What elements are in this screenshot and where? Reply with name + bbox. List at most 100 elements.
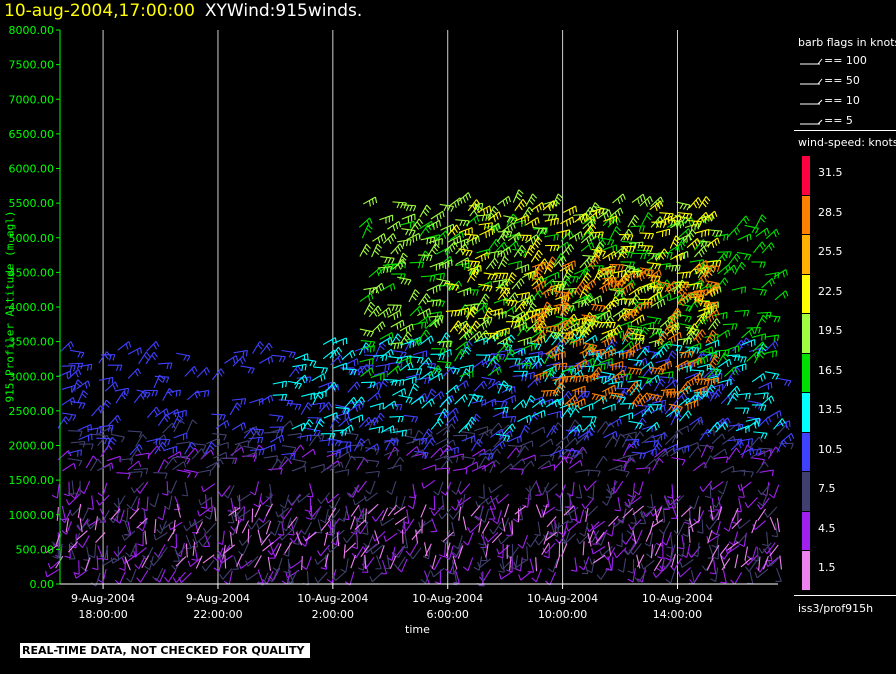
wind-barb <box>727 438 742 442</box>
barb-flag <box>281 394 284 401</box>
wind-barb <box>551 333 561 346</box>
wind-barb <box>603 430 617 439</box>
barb-flag <box>568 209 571 216</box>
wind-barb <box>584 522 589 537</box>
barb-flag <box>579 532 586 537</box>
barb-flag <box>646 245 650 252</box>
wind-barb <box>715 421 726 433</box>
wind-barb <box>527 493 530 508</box>
barb-flag <box>491 400 494 407</box>
barb-flag <box>387 364 390 371</box>
wind-barb <box>620 340 632 352</box>
wind-barb <box>426 299 441 303</box>
wind-barb <box>133 482 145 494</box>
barb-flag <box>78 402 83 409</box>
wind-barb <box>531 289 541 302</box>
wind-barb <box>545 271 559 279</box>
barb-flag <box>501 279 504 287</box>
wind-barb <box>368 267 380 278</box>
barb-flag <box>444 362 449 369</box>
barb-flag <box>137 543 144 547</box>
wind-barb <box>497 342 508 354</box>
wind-barb <box>588 295 601 303</box>
barb-flag <box>454 415 459 422</box>
barb-flag <box>112 354 116 361</box>
wind-barb <box>433 567 445 578</box>
barb-flag <box>649 196 654 203</box>
wind-barb <box>74 485 81 499</box>
barb-flag <box>453 387 457 394</box>
barb-flag <box>478 496 485 499</box>
wind-barb <box>191 443 206 446</box>
barb-flag <box>484 354 488 361</box>
wind-barb <box>730 439 742 451</box>
barb-flag <box>426 431 431 437</box>
barb-flag <box>477 561 481 568</box>
barb-flag <box>307 402 313 408</box>
barb-flag <box>527 215 530 222</box>
barb-flag <box>117 414 122 421</box>
barb-flag <box>451 244 456 250</box>
barb-flag <box>285 571 288 578</box>
barb-flag <box>400 390 404 397</box>
wind-barb <box>592 520 605 531</box>
barb-flag <box>471 416 477 422</box>
barb-flag <box>481 299 487 305</box>
barb-flag <box>439 348 443 355</box>
wind-barb <box>741 338 755 346</box>
barb-flag <box>341 430 345 437</box>
barb-flag <box>408 325 411 332</box>
wind-barb <box>82 507 90 522</box>
barb-flag <box>186 355 191 362</box>
barb-flag <box>520 201 525 208</box>
barb-flag <box>546 267 552 273</box>
barb-flag <box>295 368 300 374</box>
barb-flag <box>676 216 679 223</box>
barb-flag <box>658 529 664 535</box>
wind-barb <box>663 443 677 452</box>
barb-flag <box>108 378 111 385</box>
barb-flag <box>234 458 238 465</box>
barb-flag <box>414 224 420 230</box>
barb-flag <box>456 224 461 231</box>
wind-barb <box>689 391 701 402</box>
barb-flag <box>459 248 464 255</box>
barb-flag <box>659 300 663 307</box>
barb-flag <box>534 379 539 386</box>
barb-flag <box>453 201 457 208</box>
barb-flag <box>375 308 380 315</box>
barb-flag <box>521 558 528 561</box>
barb-flag <box>368 200 371 207</box>
wind-barb <box>539 438 552 448</box>
barb-flag <box>510 387 513 395</box>
wind-barb <box>322 337 336 345</box>
barb-flag <box>401 430 404 437</box>
wind-barb <box>445 481 452 496</box>
barb-flag <box>763 548 768 555</box>
barb-flag <box>101 559 105 566</box>
barb-flag <box>771 278 775 285</box>
wind-barb <box>521 460 532 472</box>
wind-barb <box>500 533 512 545</box>
wind-barb <box>335 404 349 409</box>
wind-barb <box>360 367 372 377</box>
barb-flag <box>752 558 759 562</box>
barb-flag <box>738 543 745 548</box>
barb-flag <box>641 338 645 345</box>
barb-flag <box>438 284 441 291</box>
barb-flag <box>121 436 125 443</box>
barb-flag <box>518 204 523 211</box>
wind-barb <box>586 480 597 492</box>
barb-flag <box>587 495 594 500</box>
wind-barb <box>596 421 607 433</box>
barb-flag <box>769 448 773 455</box>
wind-barb <box>333 529 345 540</box>
barb-flag <box>449 225 452 232</box>
wind-barb <box>379 332 393 340</box>
wind-barb <box>180 572 192 583</box>
wind-barb <box>565 533 577 544</box>
wind-barb <box>394 496 398 511</box>
wind-barb <box>77 424 92 431</box>
wind-barb <box>319 438 334 442</box>
barb-flag <box>547 205 552 212</box>
